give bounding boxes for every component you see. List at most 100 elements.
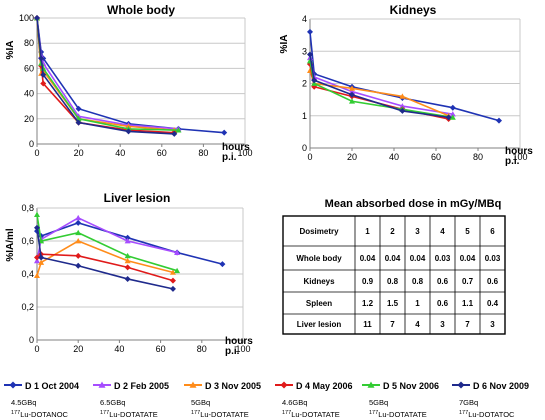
series-2 — [34, 15, 182, 132]
table-cell: 0.7 — [462, 277, 474, 286]
series-4 — [307, 61, 452, 122]
series-line — [309, 70, 449, 117]
data-point — [449, 114, 456, 120]
table-row-label: Kidneys — [303, 277, 335, 286]
x-tick-label: 0 — [34, 148, 39, 158]
table-cell: 1 — [415, 299, 420, 308]
legend-tracer-mass: 177 — [191, 410, 200, 416]
table-header-cell: 1 — [365, 227, 370, 236]
legend-tracer: 177Lu-DOTATATE — [191, 410, 249, 419]
data-point — [174, 267, 181, 274]
legend-label: D 1 Oct 2004 — [25, 381, 79, 391]
legend-dose: 4.6GBq — [282, 398, 307, 407]
legend-label: D 4 May 2006 — [296, 381, 353, 391]
data-point — [449, 111, 456, 117]
x-tick-label: 20 — [347, 152, 357, 162]
table-cell: 0.03 — [485, 254, 501, 263]
data-point — [34, 272, 40, 279]
y-tick-label: 0 — [29, 139, 34, 149]
table-row-label: Spleen — [306, 299, 332, 308]
data-point — [75, 229, 82, 236]
data-point — [34, 15, 40, 21]
data-point — [34, 211, 40, 217]
data-point — [307, 51, 313, 58]
table-cell: 1.5 — [387, 299, 399, 308]
legend-marker — [280, 381, 288, 389]
chart-title: Kidneys — [390, 3, 437, 17]
x-tick-label: 20 — [74, 148, 84, 158]
data-point — [399, 103, 406, 109]
data-point — [124, 234, 131, 241]
data-point — [34, 254, 40, 261]
data-point — [38, 55, 45, 62]
x-tick-label: 80 — [473, 152, 483, 162]
table-cell: 0.6 — [437, 277, 449, 286]
legend-marker — [98, 381, 106, 388]
y-tick-label: 100 — [19, 13, 34, 23]
x-axis-label: p.i. — [505, 156, 520, 167]
data-point — [124, 264, 131, 271]
legend-dose: 7GBq — [459, 398, 478, 407]
table-cell: 0.04 — [410, 254, 426, 263]
dose-table: Mean absorbed dose in mGy/MBq Dosimetry 1 2… — [282, 198, 506, 335]
table-cell: 1.1 — [462, 299, 474, 308]
table-row-label: Liver lesion — [297, 320, 342, 329]
table-header-cell: 6 — [490, 227, 495, 236]
legend-tracer: 177Lu-DOTATATE — [369, 410, 427, 419]
legend-item: D 5 Nov 2006 5GBq 177Lu-DOTATATE — [362, 381, 439, 419]
table-cell: 0.04 — [360, 254, 376, 263]
legend-tracer-mass: 177 — [369, 410, 378, 416]
y-tick-label: 0,4 — [21, 269, 34, 279]
data-point — [496, 117, 502, 124]
legend-tracer-name: Lu-DOTANOC — [20, 410, 68, 419]
data-point — [75, 105, 82, 112]
data-point — [40, 80, 47, 87]
y-tick-label: 0,6 — [21, 236, 34, 246]
data-point — [171, 130, 178, 137]
y-tick-label: 0,2 — [21, 302, 34, 312]
table-cell: 0.6 — [487, 277, 499, 286]
legend-item: D 3 Nov 2005 5GBq 177Lu-DOTATATE — [184, 381, 261, 419]
data-point — [349, 98, 355, 104]
y-tick-label: 0,8 — [21, 203, 34, 213]
data-point — [75, 214, 82, 221]
y-tick-label: 0 — [302, 143, 307, 153]
data-point — [349, 91, 355, 98]
x-tick-label: 0 — [307, 152, 312, 162]
legend-label: D 3 Nov 2005 — [205, 381, 261, 391]
chart-liv: Liver lesion 0 0,2 0,4 0,6 0,8 0 20 40 60 80 100 %IA… — [5, 191, 253, 357]
data-point — [75, 119, 82, 126]
series-line — [36, 17, 179, 131]
legend-dose: 4.5GBq — [11, 398, 36, 407]
x-tick-label: 100 — [237, 148, 252, 158]
table-header-cell: 5 — [465, 227, 470, 236]
series-line — [36, 17, 175, 135]
series-line — [36, 17, 225, 134]
y-tick-label: 2 — [302, 79, 307, 89]
legend-dose: 5GBq — [369, 398, 388, 407]
data-point — [75, 219, 82, 226]
x-tick-label: 40 — [115, 148, 125, 158]
y-tick-label: 4 — [302, 14, 307, 24]
chart-title: Liver lesion — [104, 191, 171, 205]
data-point — [124, 252, 131, 259]
legend-tracer-name: Lu-DOTATATE — [378, 410, 427, 419]
legend-tracer: 177Lu-DOTATATE — [282, 410, 340, 419]
x-tick-label: 80 — [197, 344, 207, 354]
y-tick-label: 0 — [29, 335, 34, 345]
y-axis-label: %IA — [5, 41, 16, 60]
data-point — [40, 65, 47, 71]
x-tick-label: 60 — [431, 152, 441, 162]
data-point — [349, 88, 355, 94]
data-point — [445, 114, 452, 121]
legend-item: D 4 May 2006 4.6GBq 177Lu-DOTATATE — [275, 381, 353, 419]
table-cell: 3 — [490, 320, 495, 329]
x-axis-label: p.i. — [222, 152, 237, 163]
y-tick-label: 60 — [24, 63, 34, 73]
table-header-cell: 2 — [390, 227, 395, 236]
table-cell: 0.4 — [487, 299, 499, 308]
table-cell: 0.8 — [387, 277, 399, 286]
x-tick-label: 40 — [389, 152, 399, 162]
series-line — [36, 17, 175, 134]
